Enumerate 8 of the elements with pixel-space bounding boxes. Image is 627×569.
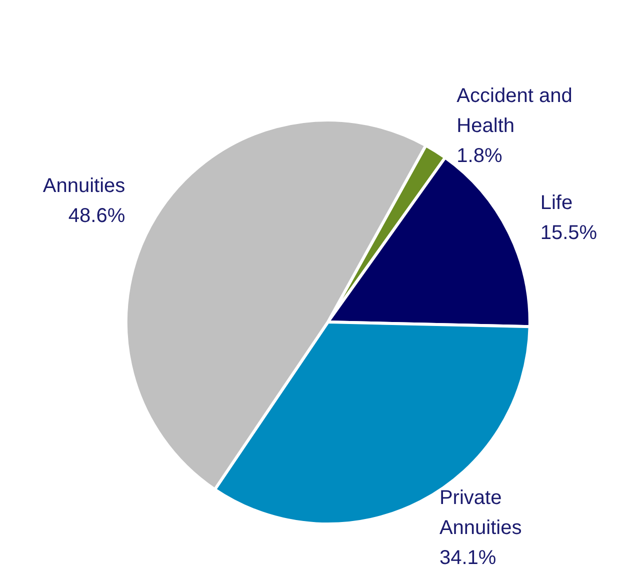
slice-label: Annuities — [42, 174, 126, 197]
slice-label: Life — [540, 192, 573, 214]
slice-label: Accident and Health — [456, 84, 578, 137]
data-label: 34.1% — [439, 547, 496, 569]
slice-label: Private Annuities — [439, 487, 522, 540]
data-label: 48.6% — [68, 204, 126, 227]
data-label: 1.8% — [456, 144, 502, 167]
data-label: 15.5% — [540, 222, 598, 244]
